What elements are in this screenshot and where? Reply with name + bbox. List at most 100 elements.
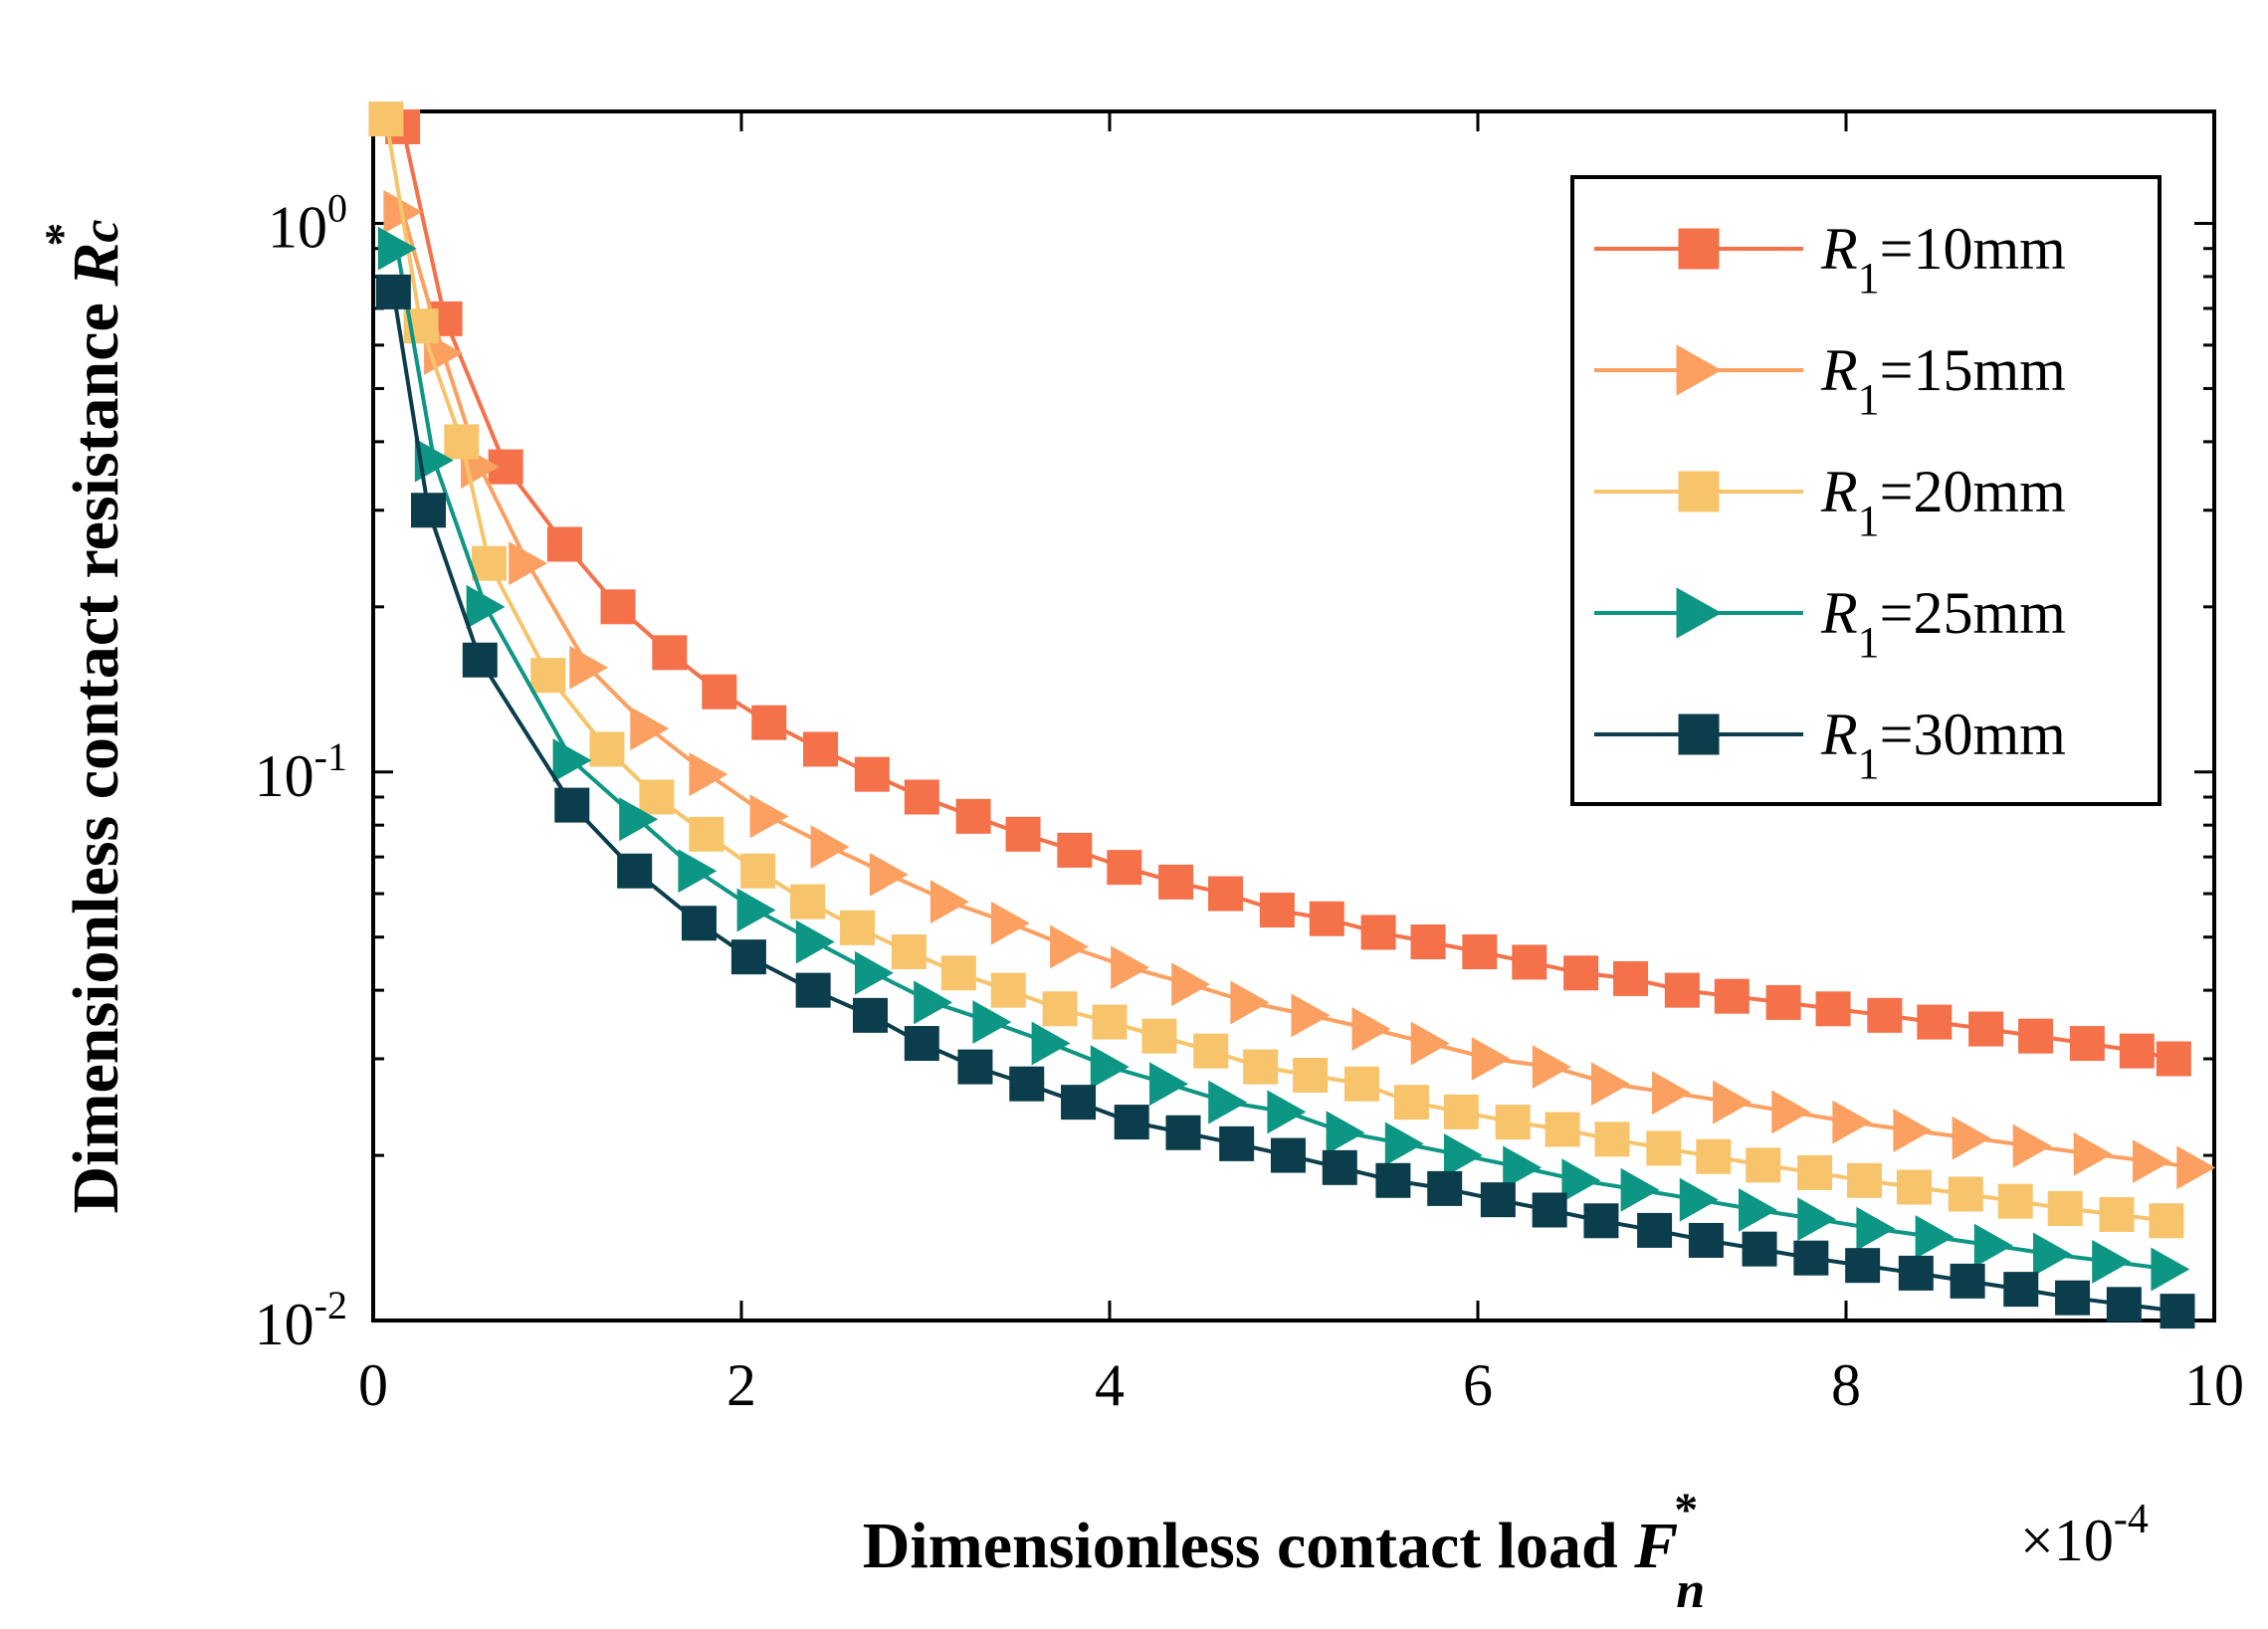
data-point [1111,945,1150,990]
series-R1=15mm [383,189,2216,1190]
data-point [2069,1026,2105,1062]
data-point [1797,1154,1833,1190]
data-point [1471,1037,1511,1081]
data-point [1322,1149,1357,1185]
x-multiplier-exp: -4 [2114,1497,2149,1542]
x-multiplier-base: ×10 [2020,1508,2114,1573]
data-point [2003,1272,2039,1308]
data-point [377,226,417,271]
legend-sub: 1 [1858,618,1880,667]
x-tick-label: 10 [2184,1352,2244,1418]
data-point [749,794,789,839]
data-point [2033,1232,2072,1277]
y-axis-sub: c [73,220,129,243]
series-R1=10mm [385,108,2191,1077]
data-point [1893,1109,1933,1153]
data-point [1664,972,1700,1008]
data-point [689,752,728,797]
plot-frame [371,109,2216,1323]
data-point [1713,1080,1753,1124]
data-point [955,798,991,834]
x-tick-label: 8 [1831,1352,1861,1418]
data-point [1427,1170,1463,1206]
data-point [990,972,1026,1008]
data-point [2106,1287,2142,1323]
y-axis-title: Dimensionless contact resistance R*c [36,220,132,1214]
data-point [1042,991,1078,1027]
data-point [546,526,582,562]
data-point [2073,1131,2113,1176]
data-point [552,738,592,783]
legend-rest: =25mm [1880,580,2066,646]
data-point [904,779,939,815]
data-point [1090,1045,1130,1090]
y-tick-exp: 0 [327,186,347,231]
data-point [1384,1121,1424,1166]
data-point [1270,1137,1306,1173]
data-point [1652,1071,1691,1116]
data-point [2012,1123,2052,1168]
data-point [1678,713,1720,755]
data-point [990,901,1030,945]
data-point [509,541,548,586]
data-point [1208,876,1244,912]
data-point [1620,1167,1660,1212]
series-layer [368,102,2216,1329]
data-point [1009,1066,1045,1102]
data-point [1968,1011,2004,1047]
x-axis-symbol: F [1633,1510,1678,1582]
data-point [375,274,411,309]
data-point [1219,1125,1255,1161]
data-point [1832,1100,1872,1144]
x-axis-sub: n [1676,1562,1705,1619]
data-point [2092,1239,2132,1284]
data-point [1031,1021,1071,1066]
data-point [972,1000,1012,1045]
y-tick-exp: -1 [314,734,347,779]
data-point [855,950,894,995]
data-point [617,853,653,889]
data-point [411,493,446,528]
data-point [1797,1197,1837,1242]
data-point [639,779,675,815]
data-point [1896,1169,1932,1205]
data-point [1165,1115,1201,1150]
data-point [681,906,717,941]
data-point [2132,1139,2171,1184]
data-point [1856,1206,1896,1251]
data-point [689,816,724,852]
data-point [1591,1062,1630,1107]
data-point [1739,1188,1777,1232]
data-point [1343,1066,1379,1102]
data-point [2151,1247,2190,1292]
data-point [1259,893,1295,928]
data-point [2055,1280,2091,1316]
x-tick-label: 4 [1095,1352,1125,1418]
data-point [914,980,953,1025]
y-axis-sup: * [36,223,89,247]
y-tick-label: 10-1 [255,734,347,809]
data-point [678,849,718,894]
data-point [1107,850,1142,886]
data-point [1561,1158,1601,1203]
data-point [1114,1105,1149,1140]
data-point [472,545,508,581]
data-point [1230,980,1270,1025]
data-point [1678,471,1720,512]
data-point [1532,1192,1567,1228]
data-point [1158,864,1194,900]
data-point [1771,1090,1811,1134]
data-point [1360,915,1396,950]
data-point [1847,1162,1882,1198]
x-axis-title: Dimensionless contact load F* n [863,1484,1705,1619]
data-point [619,797,659,842]
data-point [1679,1177,1719,1222]
data-point [904,1026,939,1062]
data-point [530,658,566,694]
data-point [1061,1085,1097,1120]
data-point [2176,1145,2216,1190]
data-point [929,880,969,924]
